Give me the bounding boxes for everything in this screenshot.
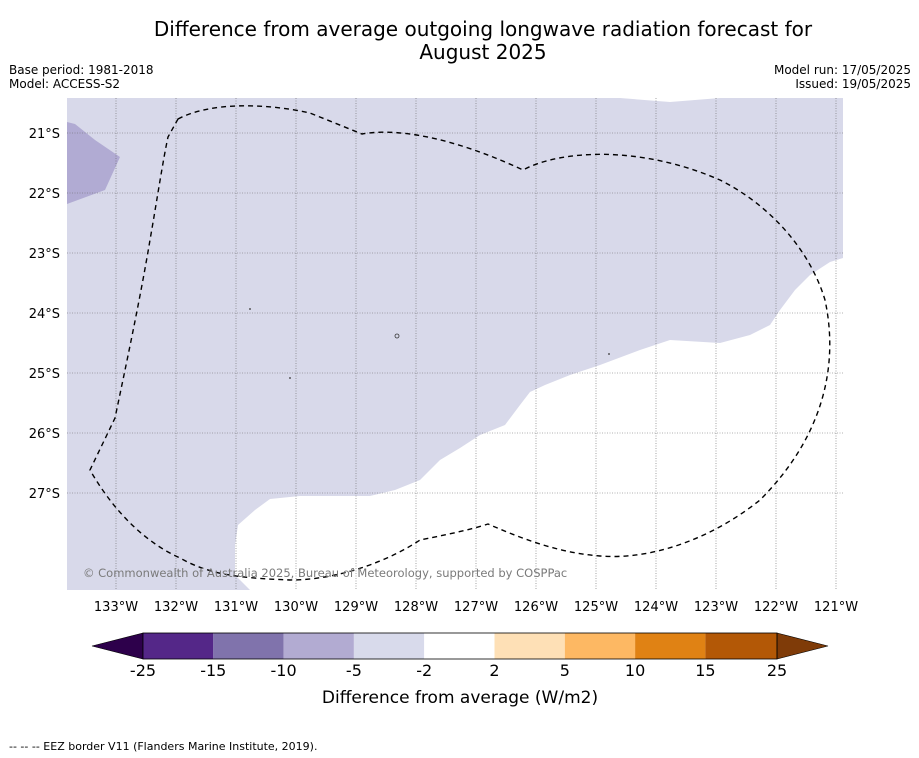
lon-label: 125°W — [574, 600, 618, 615]
colorbar-frame — [142, 632, 778, 660]
colorbar-segment — [353, 633, 425, 659]
colorbar-tick: 10 — [625, 661, 645, 680]
base-period: Base period: 1981-2018 — [9, 63, 154, 77]
colorbar-segment — [494, 633, 565, 659]
colorbar-segment — [424, 633, 495, 659]
lon-label: 127°W — [454, 600, 498, 615]
colorbar-tick-labels: -25 -15 -10 -5 -2 2 5 10 15 25 — [130, 661, 787, 680]
colorbar-segment — [213, 633, 284, 659]
lon-label: 122°W — [754, 600, 798, 615]
colorbar-tick: -2 — [416, 661, 432, 680]
colorbar-tick: 15 — [695, 661, 715, 680]
islands — [249, 308, 610, 379]
lon-label: 130°W — [274, 600, 318, 615]
lon-label: 121°W — [814, 600, 858, 615]
meta-right: Model run: 17/05/2025 Issued: 19/05/2025 — [774, 63, 911, 91]
colorbar-segment — [283, 633, 354, 659]
lat-label: 25°S — [29, 367, 60, 382]
colorbar-segment — [564, 633, 636, 659]
lon-gridlines — [115, 98, 837, 590]
lat-label: 21°S — [29, 127, 60, 142]
colorbar-extend-high — [776, 632, 829, 660]
lon-label: 124°W — [634, 600, 678, 615]
colorbar-tick: -10 — [271, 661, 297, 680]
colorbar-segment — [143, 633, 214, 659]
lon-label: 133°W — [94, 600, 138, 615]
island-marker — [394, 333, 400, 339]
island-marker — [249, 308, 251, 310]
eez-footnote: -- -- -- EEZ border V11 (Flanders Marine… — [9, 740, 318, 753]
title-line-2: August 2025 — [419, 40, 547, 64]
title-line-1: Difference from average outgoing longwav… — [153, 17, 813, 41]
meta-left: Base period: 1981-2018 Model: ACCESS-S2 — [9, 63, 154, 91]
colorbar-tick: 2 — [489, 661, 499, 680]
lon-label: 131°W — [214, 600, 258, 615]
lon-label: 129°W — [334, 600, 378, 615]
lat-labels: 21°S 22°S 23°S 24°S 25°S 26°S 27°S — [29, 127, 60, 502]
lat-label: 23°S — [29, 247, 60, 262]
colorbar-tick: -25 — [130, 661, 156, 680]
anomaly-region-minus5-to-minus2 — [67, 98, 843, 590]
map-area: © Commonwealth of Australia 2025, Bureau… — [67, 98, 843, 590]
copyright-notice: © Commonwealth of Australia 2025, Bureau… — [83, 566, 567, 580]
lon-label: 123°W — [694, 600, 738, 615]
lat-label: 24°S — [29, 307, 60, 322]
lon-labels: 133°W 132°W 131°W 130°W 129°W 128°W 127°… — [94, 600, 858, 615]
colorbar-tick: 25 — [767, 661, 787, 680]
colorbar-label: Difference from average (W/m2) — [322, 688, 598, 708]
model-run: Model run: 17/05/2025 — [773, 63, 911, 77]
lat-gridlines — [67, 132, 843, 494]
colorbar-segment — [705, 633, 777, 659]
eez-border — [89, 105, 831, 581]
colorbar-extend-low — [91, 632, 144, 660]
colorbar-tick: -5 — [346, 661, 362, 680]
island-marker — [608, 353, 610, 355]
colorbar-segment — [635, 633, 706, 659]
lon-label: 132°W — [154, 600, 198, 615]
lon-label: 126°W — [514, 600, 558, 615]
model-name: Model: ACCESS-S2 — [9, 77, 121, 91]
lat-label: 27°S — [29, 487, 60, 502]
issued-date: Issued: 19/05/2025 — [795, 77, 911, 91]
colorbar: -25 -15 -10 -5 -2 2 5 10 15 25 Differenc… — [91, 632, 829, 708]
anomaly-region-minus10-to-minus5 — [67, 122, 120, 204]
lat-label: 22°S — [29, 187, 60, 202]
lon-label: 128°W — [394, 600, 438, 615]
map-title: Difference from average outgoing longwav… — [0, 18, 919, 64]
colorbar-tick: 5 — [560, 661, 570, 680]
island-marker — [289, 377, 291, 379]
colorbar-tick: -15 — [200, 661, 226, 680]
lat-label: 26°S — [29, 427, 60, 442]
